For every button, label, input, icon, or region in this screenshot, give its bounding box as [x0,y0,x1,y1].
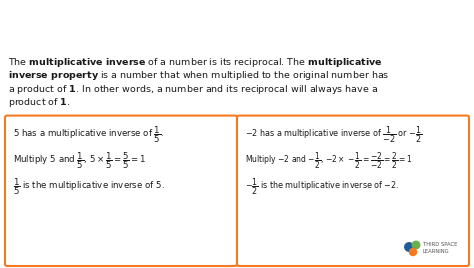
Text: $-\dfrac{1}{2}$ is the multiplicative inverse of $-2$.: $-\dfrac{1}{2}$ is the multiplicative in… [245,177,399,197]
Text: a product of $\bf{1}$. In other words, a number and its reciprocal will always h: a product of $\bf{1}$. In other words, a… [8,83,378,96]
Text: Multiplicative Inverse: Multiplicative Inverse [10,16,249,35]
Circle shape [405,243,413,251]
Text: Multiply $-2$ and $-\dfrac{1}{2}$, $-2\times-\dfrac{1}{2}=\dfrac{-2}{-2}=\dfrac{: Multiply $-2$ and $-\dfrac{1}{2}$, $-2\t… [245,151,413,171]
Text: THIRD SPACE
LEARNING: THIRD SPACE LEARNING [423,242,457,254]
FancyBboxPatch shape [237,116,469,266]
Text: $5$ has a multiplicative inverse of $\dfrac{1}{5}$.: $5$ has a multiplicative inverse of $\df… [13,125,164,145]
Text: $\bf{inverse\ property}$ is a number that when multiplied to the original number: $\bf{inverse\ property}$ is a number tha… [8,69,390,82]
FancyBboxPatch shape [5,116,237,266]
Text: $-2$ has a multiplicative inverse of $\dfrac{1}{-2}$ or $-\dfrac{1}{2}$: $-2$ has a multiplicative inverse of $\d… [245,125,422,145]
Circle shape [410,248,417,255]
Text: $\dfrac{1}{5}$ is the multiplicative inverse of $5$.: $\dfrac{1}{5}$ is the multiplicative inv… [13,177,164,197]
Text: product of $\bf{1}$.: product of $\bf{1}$. [8,96,71,109]
Text: Multiply $5$ and $\dfrac{1}{5}$, $5\times\dfrac{1}{5}=\dfrac{5}{5}=1$: Multiply $5$ and $\dfrac{1}{5}$, $5\time… [13,151,146,171]
Circle shape [412,241,420,249]
Text: The $\bf{multiplicative\ inverse}$ of a number is its reciprocal. The $\bf{multi: The $\bf{multiplicative\ inverse}$ of a … [8,55,383,69]
